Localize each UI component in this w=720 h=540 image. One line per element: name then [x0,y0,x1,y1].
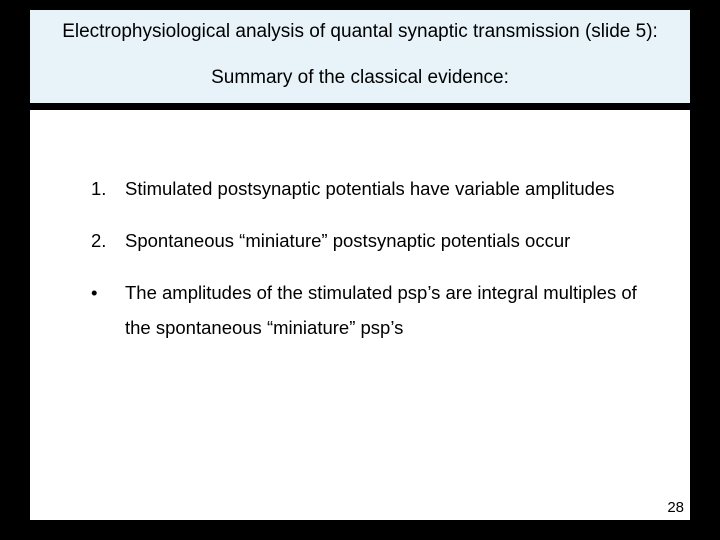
list-item: 1. Stimulated postsynaptic potentials ha… [85,172,660,206]
slide-container: Electrophysiological analysis of quantal… [0,0,720,540]
body-area: 1. Stimulated postsynaptic potentials ha… [30,110,690,520]
list-item: 2. Spontaneous “miniature” postsynaptic … [85,224,660,258]
list-item: • The amplitudes of the stimulated psp’s… [85,276,660,344]
list-text: Spontaneous “miniature” postsynaptic pot… [125,224,660,258]
list-text: Stimulated postsynaptic potentials have … [125,172,660,206]
list-marker: 2. [85,224,125,258]
bullet-list: 1. Stimulated postsynaptic potentials ha… [85,172,660,363]
header-box: Electrophysiological analysis of quantal… [30,10,690,103]
list-marker: • [85,276,125,310]
list-marker: 1. [85,172,125,206]
list-text: The amplitudes of the stimulated psp’s a… [125,276,660,344]
page-number: 28 [667,499,684,516]
slide-subtitle: Summary of the classical evidence: [38,67,682,89]
slide-title: Electrophysiological analysis of quantal… [38,20,682,45]
